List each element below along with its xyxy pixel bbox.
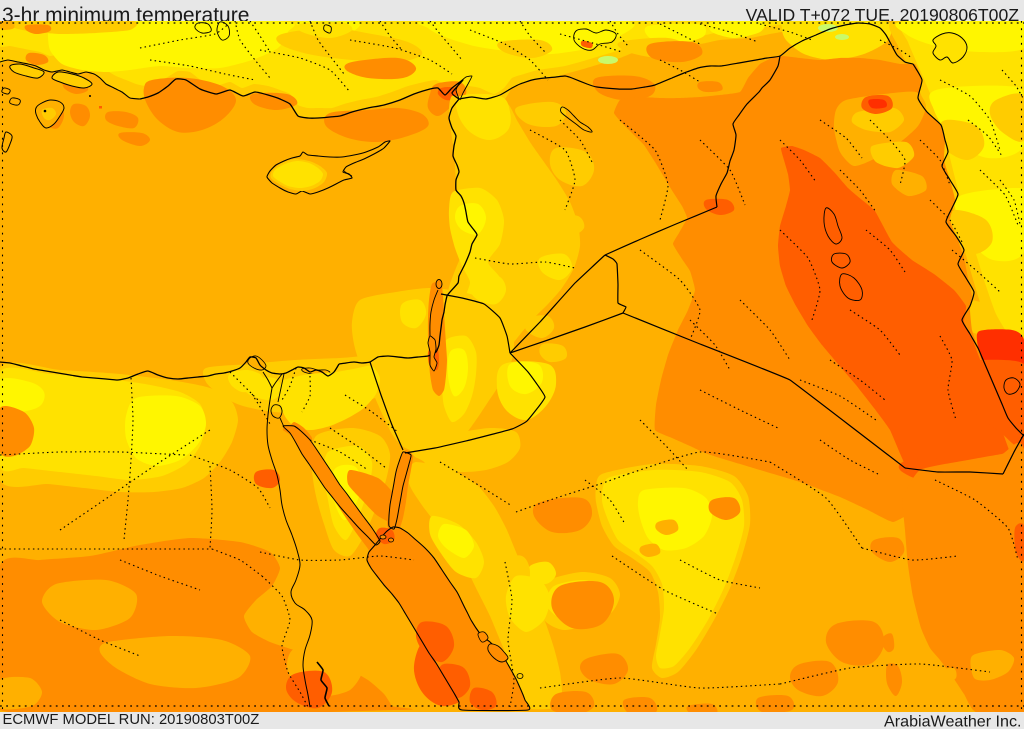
svg-text:VALID T+072 TUE. 20190806T00Z: VALID T+072 TUE. 20190806T00Z — [746, 5, 1020, 25]
svg-text:ArabiaWeather Inc.: ArabiaWeather Inc. — [884, 713, 1021, 730]
svg-text:ECMWF MODEL RUN: 20190803T00Z: ECMWF MODEL RUN: 20190803T00Z — [3, 712, 260, 728]
